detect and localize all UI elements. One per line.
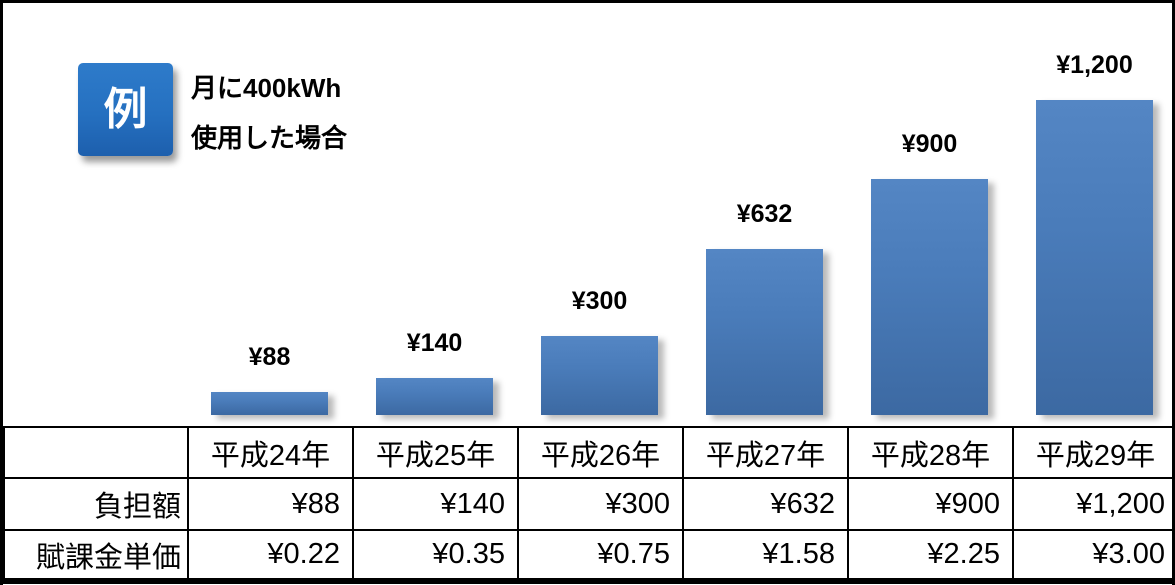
bar-value-label: ¥88	[248, 343, 291, 371]
table-value-cell: ¥0.35	[352, 529, 519, 584]
table-row-賦課金単価: 賦課金単価 ¥0.22 ¥0.35 ¥0.75 ¥1.58 ¥2.25 ¥3.00	[3, 529, 1172, 584]
table-year-header: 平成28年	[847, 426, 1014, 479]
table-value-cell: ¥140	[352, 477, 519, 531]
table-year-header: 平成27年	[682, 426, 849, 479]
table-corner-cell	[3, 426, 189, 479]
table-row-label: 負担額	[3, 477, 189, 531]
bar-平成25年	[376, 378, 493, 415]
table-value-cell: ¥0.22	[187, 529, 354, 584]
bar-平成29年	[1036, 100, 1153, 415]
table-header-row: 平成24年 平成25年 平成26年 平成27年 平成28年 平成29年	[3, 426, 1172, 479]
usage-note-line1: 月に400kWh	[191, 73, 342, 103]
bar-value-label: ¥632	[736, 200, 793, 228]
example-badge-label: 例	[103, 84, 148, 134]
bar-value-label: ¥140	[406, 329, 463, 357]
table-year-header: 平成26年	[517, 426, 684, 479]
usage-note-line2: 使用した場合	[191, 123, 348, 153]
table-row-負担額: 負担額 ¥88 ¥140 ¥300 ¥632 ¥900 ¥1,200	[3, 477, 1172, 531]
bar-平成26年	[541, 336, 658, 415]
bar-value-label: ¥900	[901, 130, 958, 158]
example-badge: 例	[78, 63, 173, 156]
bar-value-label: ¥300	[571, 287, 628, 315]
bar-平成28年	[871, 179, 988, 415]
table-row-label: 賦課金単価	[3, 529, 189, 584]
bar-value-label: ¥1,200	[1056, 51, 1133, 79]
table-year-header: 平成29年	[1012, 426, 1172, 479]
table-value-cell: ¥1,200	[1012, 477, 1172, 531]
bar-chart-plot-area: ¥88 ¥140 ¥300 ¥632 ¥900 ¥1,200	[3, 3, 1172, 415]
table-value-cell: ¥2.25	[847, 529, 1014, 584]
table-year-header: 平成24年	[187, 426, 354, 479]
data-table: 平成24年 平成25年 平成26年 平成27年 平成28年 平成29年 負担額 ¥88 ¥140…	[3, 426, 1172, 584]
table-value-cell: ¥0.75	[517, 529, 684, 584]
table-value-cell: ¥632	[682, 477, 849, 531]
table-value-cell: ¥900	[847, 477, 1014, 531]
table-value-cell: ¥3.00	[1012, 529, 1172, 584]
table-value-cell: ¥300	[517, 477, 684, 531]
bar-平成24年	[211, 392, 328, 415]
table-value-cell: ¥88	[187, 477, 354, 531]
table-value-cell: ¥1.58	[682, 529, 849, 584]
bar-平成27年	[706, 249, 823, 415]
table-year-header: 平成25年	[352, 426, 519, 479]
